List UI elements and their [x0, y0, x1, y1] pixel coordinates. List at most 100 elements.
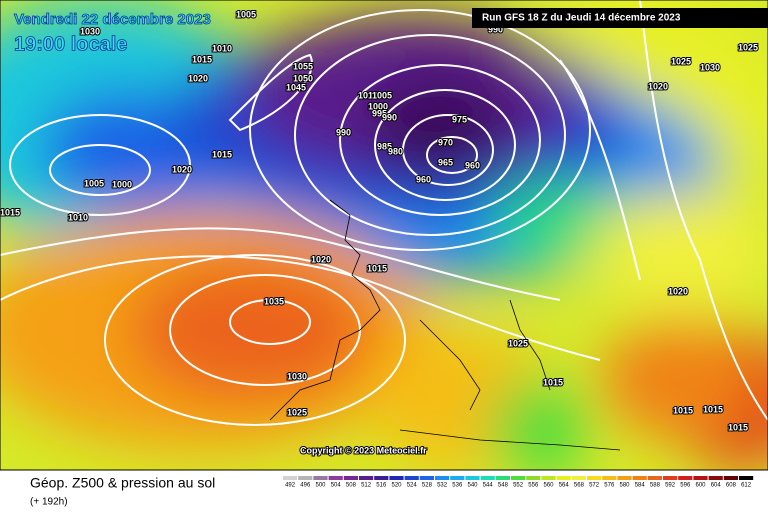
isobar-label: 1030 [80, 26, 100, 36]
scale-label: 516 [376, 483, 387, 489]
scale-swatch [328, 476, 343, 480]
scale-swatch [723, 476, 738, 480]
scale-swatch [359, 476, 374, 480]
scale-swatch [571, 476, 586, 480]
isobar-label: 1025 [508, 338, 528, 348]
isobar-label: 990 [336, 127, 351, 137]
scale-swatch [526, 476, 541, 480]
scale-swatch [374, 476, 389, 480]
isobar-label: 1015 [367, 263, 387, 273]
scale-label: 548 [498, 483, 509, 489]
geopotential-field [0, 0, 768, 470]
forecast-time: 19:00 locale [14, 33, 127, 55]
isobar-label: 1015 [673, 405, 693, 415]
scale-swatch [693, 476, 708, 480]
scale-swatch [313, 476, 328, 480]
isobars [0, 0, 768, 426]
scale-swatch [283, 476, 298, 480]
isobar-label: 1055 [293, 61, 313, 71]
isobar-label: 1000 [112, 179, 132, 189]
isobar-label: 1020 [188, 73, 208, 83]
coastlines [269, 199, 621, 451]
scale-swatch [450, 476, 465, 480]
run-info: Run GFS 18 Z du Jeudi 14 décembre 2023 [482, 13, 681, 24]
isobar-label: 980 [388, 146, 403, 156]
isobar-label: 1020 [172, 164, 192, 174]
color-scale: 492 496 500 504 508 512 516 520 524 528 532 536 540 5… [283, 476, 754, 489]
isobar-label: 1015 [0, 207, 20, 217]
scale-swatch [495, 476, 510, 480]
isobar-label: 965 [438, 157, 453, 167]
scale-swatch [617, 476, 632, 480]
scale-swatch [419, 476, 434, 480]
isobar-label: 1020 [311, 254, 331, 264]
scale-label: 604 [711, 483, 722, 489]
scale-label: 588 [650, 483, 661, 489]
isobar-label: 995 [372, 108, 387, 118]
scale-label: 600 [695, 483, 706, 489]
scale-swatch [298, 476, 313, 480]
isobar-label: 1020 [668, 286, 688, 296]
scale-label: 552 [513, 483, 524, 489]
scale-label: 576 [604, 483, 615, 489]
copyright: Copyright © 2023 Meteociel.fr [300, 445, 427, 455]
isobar-label: 1030 [700, 62, 720, 72]
isobar-label: 1015 [703, 404, 723, 414]
scale-label: 596 [680, 483, 691, 489]
legend-subtitle: (+ 192h) [30, 497, 68, 508]
isobar-label: 1015 [212, 149, 232, 159]
scale-label: 528 [422, 483, 433, 489]
isobar-label: 1000 [368, 101, 388, 111]
isobar-label: 1035 [264, 296, 284, 306]
scale-label: 500 [315, 483, 326, 489]
scale-label: 524 [407, 483, 418, 489]
scale-label: 592 [665, 483, 676, 489]
scale-swatch [435, 476, 450, 480]
scale-label: 564 [559, 483, 570, 489]
isobar-label: 975 [452, 114, 467, 124]
scale-label: 608 [726, 483, 737, 489]
scale-label: 492 [285, 483, 296, 489]
scale-label: 496 [300, 483, 311, 489]
scale-label: 540 [467, 483, 478, 489]
scale-swatch [343, 476, 358, 480]
isobar-label: 1010 [358, 90, 378, 100]
isobar-label: 960 [416, 174, 431, 184]
scale-swatch [541, 476, 556, 480]
isobar-label: 1045 [286, 82, 306, 92]
scale-label: 512 [361, 483, 372, 489]
isobar-label: 1050 [293, 73, 313, 83]
isobar-label: 990 [382, 112, 397, 122]
isobar-label: 1010 [212, 43, 232, 53]
scale-swatch [511, 476, 526, 480]
scale-label: 580 [619, 483, 630, 489]
scale-swatch [663, 476, 678, 480]
scale-swatch [647, 476, 662, 480]
scale-label: 572 [589, 483, 600, 489]
scale-swatch [632, 476, 647, 480]
scale-swatch [404, 476, 419, 480]
isobar-label: 1005 [84, 178, 104, 188]
scale-swatch [739, 476, 754, 480]
isobar-label: 1015 [192, 54, 212, 64]
legend-title: Géop. Z500 & pression au sol [30, 475, 215, 491]
scale-label: 612 [741, 483, 752, 489]
scale-label: 520 [391, 483, 402, 489]
isobar-label: 1020 [648, 81, 668, 91]
scale-swatch [708, 476, 723, 480]
scale-swatch [480, 476, 495, 480]
isobar-label: 1010 [68, 212, 88, 222]
isobar-label: 1025 [738, 42, 758, 52]
scale-label: 560 [543, 483, 554, 489]
forecast-date: Vendredi 22 décembre 2023 [14, 11, 211, 28]
scale-label: 568 [574, 483, 585, 489]
map-border [0, 0, 768, 471]
scale-label: 556 [528, 483, 539, 489]
scale-swatch [587, 476, 602, 480]
scale-label: 508 [346, 483, 357, 489]
scale-label: 544 [483, 483, 494, 489]
scale-label: 536 [452, 483, 463, 489]
scale-label: 532 [437, 483, 448, 489]
isobar-label: 985 [377, 141, 392, 151]
